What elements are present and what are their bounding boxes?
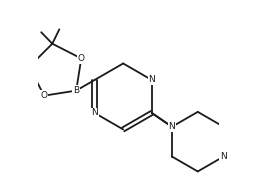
Text: N: N bbox=[220, 152, 227, 161]
Text: O: O bbox=[78, 54, 85, 63]
Text: N: N bbox=[169, 122, 175, 131]
Text: N: N bbox=[91, 108, 98, 117]
Text: N: N bbox=[148, 75, 155, 84]
Text: B: B bbox=[73, 86, 79, 95]
Text: O: O bbox=[41, 91, 48, 100]
